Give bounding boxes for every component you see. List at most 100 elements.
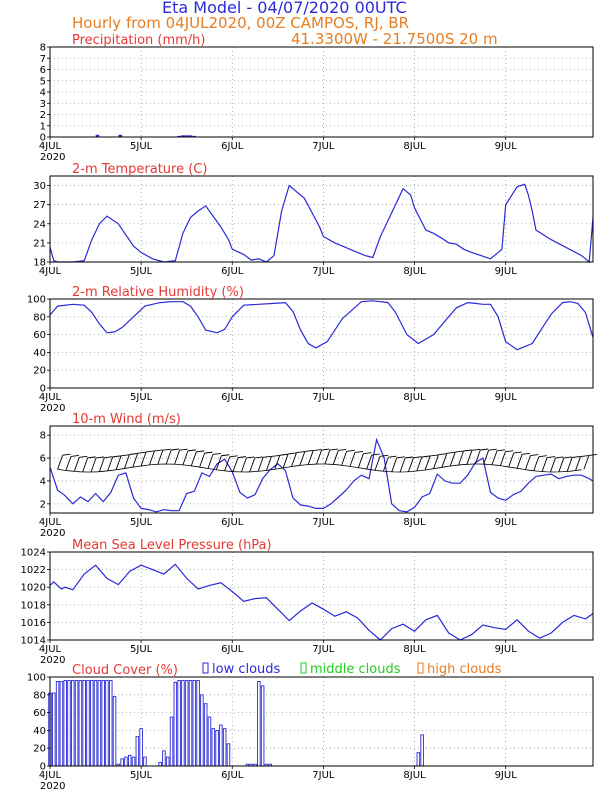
cloud-bar — [207, 716, 212, 767]
precip-xtick-label: 4JUL — [39, 141, 62, 152]
wind-barb — [132, 453, 139, 468]
wind-barb-feather — [388, 455, 397, 458]
wind-xtick-year: 2020 — [40, 528, 65, 539]
wind-barb — [583, 455, 590, 470]
wind-barb — [90, 457, 97, 473]
wind-barb — [98, 457, 105, 472]
cloud-bar — [67, 680, 71, 767]
wind-barb-feather — [513, 451, 522, 454]
cloud-bar — [120, 758, 124, 767]
wind-barb — [316, 449, 322, 465]
wind-barb — [307, 450, 314, 465]
wind-barb — [483, 450, 490, 465]
wind-barb — [391, 457, 398, 472]
wind-barb-feather — [363, 452, 372, 455]
wind-barb — [332, 450, 339, 465]
rh-xtick-label: 7JUL — [312, 392, 335, 403]
mslp-ytick-label: 1018 — [21, 600, 46, 611]
precip-ytick-label: 4 — [40, 88, 46, 99]
wind-barb-feather — [204, 451, 213, 454]
wind-barb — [324, 449, 331, 465]
wind-barb — [182, 450, 189, 466]
precip-ytick-label: 0 — [40, 133, 46, 144]
wind-barb-feather — [421, 455, 430, 458]
precip-bar — [192, 135, 197, 137]
wind-barb-feather — [95, 456, 105, 459]
wind-barb — [266, 456, 272, 471]
cloud-bar — [52, 692, 56, 767]
precip-ytick-label: 3 — [40, 99, 46, 110]
cloud-ytick-label: 20 — [33, 744, 46, 755]
wind-title: 10-m Wind (m/s) — [72, 412, 181, 427]
legend-swatch — [300, 662, 307, 674]
cloud-bar — [143, 756, 147, 767]
cloud-bar — [192, 680, 197, 767]
wind-barb-feather — [171, 448, 180, 451]
cloud-ytick-label: 80 — [33, 690, 46, 701]
cloud-bar — [131, 756, 136, 767]
wind-barb-feather — [179, 448, 188, 451]
cloud-bar — [173, 681, 178, 767]
cloud-xtick-label: 4JUL — [39, 770, 62, 781]
wind-barb — [516, 454, 523, 469]
cloud-xtick-label: 8JUL — [403, 770, 426, 781]
wind-barb — [458, 450, 465, 466]
wind-barbs — [57, 448, 597, 473]
wind-barb — [416, 456, 423, 472]
precip-ytick-label: 8 — [40, 43, 46, 54]
wind-barb-feather — [137, 451, 146, 454]
cloud-bar — [196, 680, 200, 767]
precip-xtick-label: 7JUL — [312, 141, 335, 152]
location-coords: 41.3300W - 21.7500S 20 m — [291, 30, 498, 48]
wind-barb — [366, 454, 373, 470]
wind-barb — [73, 457, 80, 472]
wind-barb-feather — [346, 449, 355, 452]
cloud-ytick-label: 0 — [40, 762, 46, 773]
wind-xtick-label: 9JUL — [495, 517, 518, 528]
mslp-ytick-label: 1020 — [21, 583, 46, 594]
wind-barb — [449, 451, 456, 467]
wind-barb-feather — [379, 454, 389, 457]
cloud-bar — [55, 681, 60, 767]
mslp-xtick-label: 4JUL — [39, 644, 62, 655]
wind-barb-feather — [471, 448, 480, 451]
precip-bar — [95, 134, 100, 137]
precip-bar — [177, 135, 181, 137]
wind-barb — [157, 450, 164, 465]
wind-ytick-label: 2 — [40, 499, 46, 510]
temp-xtick-label: 7JUL — [312, 266, 335, 277]
wind-barb — [165, 449, 172, 465]
wind-barb-feather — [496, 449, 506, 452]
cloud-bar — [139, 728, 143, 767]
wind-xtick-label: 5JUL — [130, 517, 153, 528]
wind-barb — [357, 453, 364, 468]
wind-barb-feather — [79, 455, 88, 458]
wind-barb-feather — [547, 456, 556, 458]
cloud-bar — [63, 680, 67, 767]
wind-barb-feather — [446, 451, 455, 454]
wind-barb — [107, 456, 114, 472]
cloud-bar — [82, 680, 86, 767]
mslp-frame — [49, 551, 594, 641]
temp-ytick-label: 27 — [33, 200, 46, 211]
precip-ytick-label: 2 — [40, 110, 46, 121]
wind-barb-feather — [455, 450, 464, 453]
wind-barb — [57, 455, 64, 470]
cloud-bar — [135, 736, 140, 767]
cloud-bar — [211, 728, 216, 767]
wind-barb — [291, 452, 297, 467]
wind-barb-feather — [196, 450, 205, 453]
cloud-xtick-label: 9JUL — [495, 770, 518, 781]
wind-barb — [215, 455, 222, 470]
wind-barb-feather — [279, 453, 288, 456]
rh-xtick-label: 5JUL — [130, 392, 153, 403]
wind-barb-feather — [463, 449, 472, 452]
cloud-frame — [49, 676, 594, 767]
wind-barb — [508, 452, 515, 468]
temp-series-line — [49, 183, 594, 264]
wind-barb-feather — [263, 455, 272, 458]
cloud-bar — [112, 696, 117, 767]
chart-subtitle: Hourly from 04JUL2020, 00Z CAMPOS, RJ, B… — [72, 14, 409, 32]
wind-barb-feather — [563, 456, 572, 459]
wind-barb-feather — [321, 448, 330, 451]
